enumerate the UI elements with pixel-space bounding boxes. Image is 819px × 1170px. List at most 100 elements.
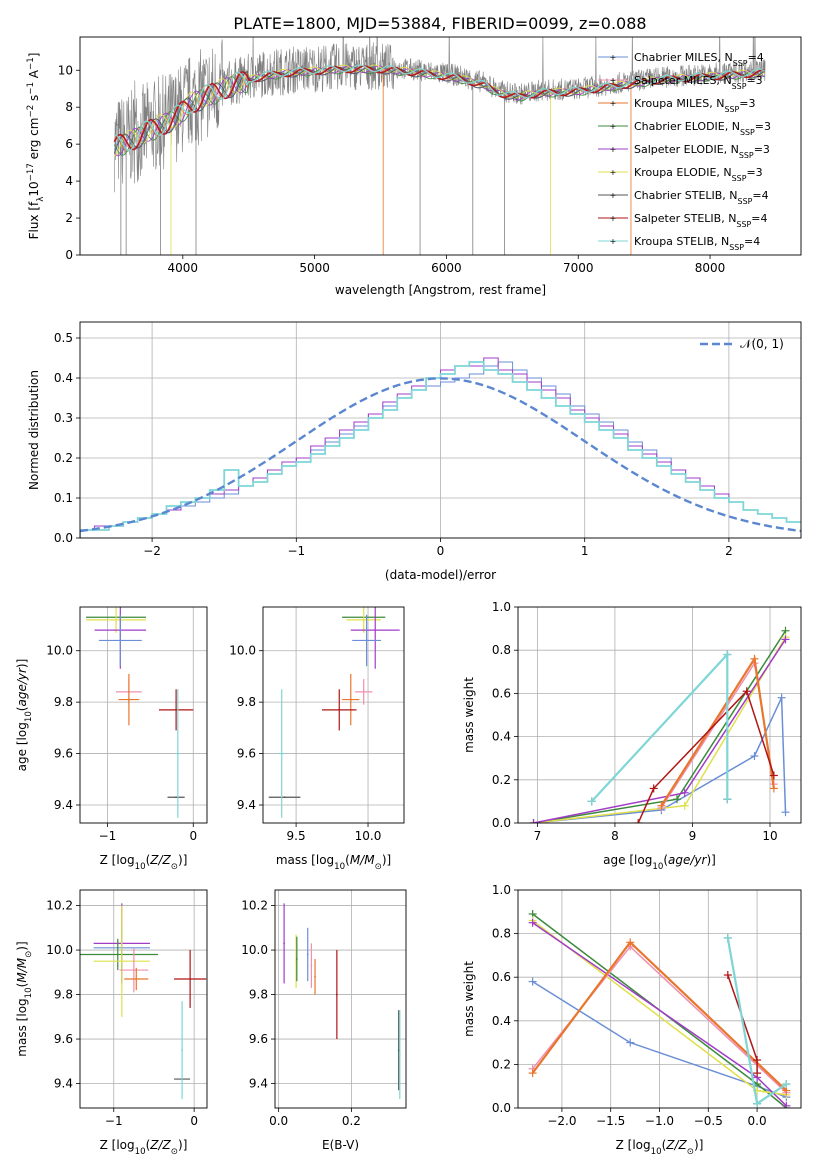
data-point: [132, 969, 135, 971]
y-tick-label: 9.8: [54, 695, 73, 709]
x-tick-label: −1: [99, 829, 117, 843]
panel-residuals: −2 −1 0 1 2 0.0 0.1 0.2 0.3 0.4 0.5 (data-model)/er…: [27, 321, 802, 582]
data-point: [314, 975, 316, 978]
data-point: [280, 752, 283, 755]
series-line-8: [590, 651, 729, 803]
y-tick-label: 0.4: [54, 371, 73, 385]
data-point: [362, 690, 365, 693]
series-line-5: [660, 655, 775, 807]
legend-label: Chabrier MILES, NSSP=4: [634, 51, 764, 68]
axes-frame: [262, 606, 405, 824]
x-tick-label: 8000: [695, 261, 726, 275]
x-tick-label: 6000: [431, 261, 462, 275]
data-point: [119, 639, 122, 642]
y-tick-label: 0.3: [54, 411, 73, 425]
x-tick-label: −1.5: [596, 1114, 625, 1128]
spectrum-plot-area: [113, 37, 766, 255]
y-tick-label: 9.6: [237, 747, 256, 761]
x-tick-label: −1: [287, 544, 305, 558]
data-point: [175, 796, 178, 799]
y-tick-label: 0.0: [492, 1101, 511, 1115]
axes-frame: [79, 606, 208, 824]
axes-frame: [79, 321, 802, 539]
x-tick-label: 7: [534, 829, 542, 843]
x-axis-label: Z [log10(Z/Z⊙)]: [616, 1138, 704, 1157]
y-tick-label: 9.6: [249, 1032, 268, 1046]
x-tick-label: −1: [105, 1114, 123, 1128]
series-line-2: [533, 636, 787, 823]
panel-spectrum: 4000 5000 6000 7000 8000 0 2 4 6 8 10 wavelength [A…: [26, 36, 802, 297]
series-line-3: [533, 638, 787, 823]
x-tick-label: 10: [762, 829, 777, 843]
axes-frame: [517, 606, 802, 824]
y-axis-label: mass [log10(M/M⊙)]: [15, 941, 34, 1056]
data-point: [397, 1049, 400, 1052]
legend-label: Chabrier ELODIE, NSSP=3: [634, 120, 771, 137]
y-axis-label: Flux [fλ10−17 erg cm−2 s−1 A−1]: [26, 53, 46, 240]
legend-label: Salpeter STELIB, NSSP=4: [634, 212, 767, 229]
data-point: [181, 1049, 183, 1052]
y-tick-label: 0.8: [492, 927, 511, 941]
observed-spectrum: [114, 37, 766, 193]
x-axis-label: E(B-V): [322, 1138, 359, 1152]
panel-weight-vs-Z: −2.0 −1.5 −1.0 −0.5 0.0 0.0 0.2 0.4 0.6 0.8 1.0 mas…: [462, 883, 802, 1157]
legend: + Chabrier MILES, NSSP=4 + Salpeter MILES, …: [598, 51, 771, 252]
y-tick-label: 10: [58, 63, 73, 77]
x-tick-label: −0.5: [694, 1114, 723, 1128]
legend-marker: +: [610, 99, 617, 108]
data-point: [283, 796, 286, 799]
x-tick-label: 7000: [563, 261, 594, 275]
mass-vs-Z-plot-area: [80, 890, 207, 1108]
legend-marker: +: [610, 168, 617, 177]
legend-marker: +: [610, 122, 617, 131]
data-point: [349, 698, 352, 701]
data-point: [335, 993, 338, 996]
y-tick-label: 1.0: [492, 883, 511, 897]
x-axis-label: Z [log10(Z/Z⊙)]: [100, 853, 188, 872]
y-tick-label: 10.2: [241, 899, 268, 913]
weight-vs-age-plot-area: [518, 607, 801, 823]
model-spectrum: [113, 65, 765, 151]
age-vs-Z-plot-area: [80, 607, 207, 823]
x-axis-label: Z [log10(Z/Z⊙)]: [100, 1138, 188, 1157]
series-line-6: [637, 689, 775, 823]
data-point: [116, 953, 119, 956]
legend-label: Salpeter ELODIE, NSSP=3: [634, 143, 770, 160]
residuals-plot-area: [80, 322, 801, 538]
data-point: [175, 708, 178, 711]
model-spectrum: [113, 66, 765, 156]
y-tick-label: 0.8: [492, 643, 511, 657]
legend-label: Kroupa ELODIE, NSSP=3: [634, 166, 763, 183]
y-tick-label: 1.0: [492, 600, 511, 614]
y-tick-label: 9.8: [54, 988, 73, 1002]
data-point: [338, 708, 341, 711]
panel-mass-vs-EBV: 0.0 0.2 9.4 9.6 9.8 10.0 10.2 E(B-V): [241, 889, 407, 1152]
mass-vs-EBV-plot-area: [275, 890, 406, 1108]
y-tick-label: 9.6: [54, 1032, 73, 1046]
y-tick-label: 6: [65, 137, 73, 151]
y-tick-label: 0.2: [492, 1057, 511, 1071]
axes-frame: [517, 889, 802, 1109]
y-tick-label: 4: [65, 174, 73, 188]
y-tick-label: 0.0: [54, 531, 73, 545]
y-tick-label: 9.4: [237, 798, 256, 812]
legend-marker: +: [610, 237, 617, 246]
y-tick-label: 0.1: [54, 491, 73, 505]
x-tick-label: 10.0: [355, 829, 382, 843]
panel-age-vs-Z: −1 0 9.4 9.6 9.8 10.0 Z [log10(Z/Z⊙)] age [log1…: [15, 606, 208, 872]
y-axis-label: mass weight: [462, 677, 476, 753]
panel-weight-vs-age: 7 8 9 10 0.0 0.2 0.4 0.6 0.8 1.0 mass weight age [l…: [462, 600, 802, 872]
y-tick-label: 0.4: [492, 1014, 511, 1028]
y-axis-label: age [log10(age/yr)]: [603, 853, 716, 872]
y-tick-label: 10.0: [46, 644, 73, 658]
y-tick-label: 0.0: [492, 816, 511, 830]
y-tick-label: 9.4: [249, 1077, 268, 1091]
x-axis-label: mass [log10(M/M⊙)]: [276, 853, 391, 872]
data-point: [128, 698, 130, 701]
data-point: [189, 978, 192, 980]
figure-title: PLATE=1800, MJD=53884, FIBERID=0099, z=0…: [233, 14, 646, 33]
x-tick-label: 0: [437, 544, 445, 558]
y-tick-label: 10.0: [241, 943, 268, 957]
